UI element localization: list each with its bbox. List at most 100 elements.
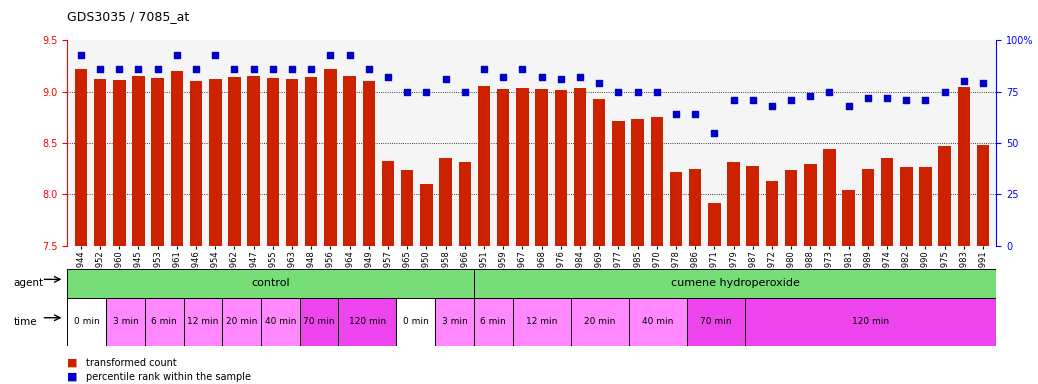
- Point: [649, 89, 665, 95]
- Bar: [843, 190, 855, 246]
- Text: 70 min: 70 min: [700, 317, 732, 326]
- Point: [226, 66, 243, 72]
- Point: [572, 74, 589, 80]
- Bar: [247, 76, 260, 246]
- Bar: [305, 77, 318, 246]
- Bar: [958, 86, 971, 246]
- Bar: [285, 79, 298, 246]
- Point: [879, 95, 896, 101]
- Point: [667, 111, 684, 118]
- Point: [360, 66, 377, 72]
- Text: 0 min: 0 min: [74, 317, 100, 326]
- Point: [283, 66, 300, 72]
- Bar: [651, 118, 663, 246]
- Text: transformed count: transformed count: [86, 358, 176, 368]
- Point: [706, 130, 722, 136]
- Bar: [170, 71, 183, 246]
- Point: [821, 89, 838, 95]
- Bar: [474, 269, 996, 298]
- Point: [859, 95, 876, 101]
- Text: 0 min: 0 min: [403, 317, 429, 326]
- Bar: [938, 146, 951, 246]
- Bar: [631, 119, 644, 246]
- Bar: [152, 78, 164, 246]
- Point: [591, 80, 607, 86]
- Text: ■: ■: [67, 358, 78, 368]
- Bar: [228, 77, 241, 246]
- Point: [744, 97, 761, 103]
- Bar: [222, 298, 261, 346]
- Text: 70 min: 70 min: [303, 317, 335, 326]
- Point: [303, 66, 320, 72]
- Bar: [435, 298, 474, 346]
- Point: [841, 103, 857, 109]
- Point: [418, 89, 435, 95]
- Bar: [209, 79, 221, 246]
- Text: 3 min: 3 min: [442, 317, 467, 326]
- Bar: [459, 162, 471, 246]
- Bar: [804, 164, 817, 246]
- Point: [552, 76, 569, 83]
- Bar: [267, 78, 279, 246]
- Point: [149, 66, 166, 72]
- Bar: [439, 159, 452, 246]
- Bar: [362, 81, 375, 246]
- Bar: [420, 184, 433, 246]
- Bar: [823, 149, 836, 246]
- Bar: [93, 79, 106, 246]
- Point: [726, 97, 742, 103]
- Bar: [746, 166, 759, 246]
- Bar: [574, 88, 586, 246]
- Text: 120 min: 120 min: [852, 317, 890, 326]
- Point: [783, 97, 799, 103]
- Text: ■: ■: [67, 372, 78, 382]
- Point: [687, 111, 704, 118]
- Point: [130, 66, 146, 72]
- Bar: [745, 298, 996, 346]
- Bar: [689, 169, 702, 246]
- Bar: [785, 170, 797, 246]
- Text: percentile rank within the sample: percentile rank within the sample: [86, 372, 251, 382]
- Text: 20 min: 20 min: [584, 317, 616, 326]
- Text: cumene hydroperoxide: cumene hydroperoxide: [671, 278, 799, 288]
- Point: [457, 89, 473, 95]
- Point: [764, 103, 781, 109]
- Bar: [344, 76, 356, 246]
- Bar: [513, 298, 571, 346]
- Bar: [536, 89, 548, 246]
- Point: [975, 80, 991, 86]
- Bar: [397, 298, 435, 346]
- Bar: [862, 169, 874, 246]
- Text: 3 min: 3 min: [113, 317, 138, 326]
- Bar: [113, 80, 126, 246]
- Bar: [75, 69, 87, 246]
- Bar: [900, 167, 912, 246]
- Bar: [728, 162, 740, 246]
- Point: [475, 66, 492, 72]
- Bar: [382, 161, 394, 246]
- Bar: [477, 86, 490, 246]
- Point: [207, 51, 223, 58]
- Bar: [67, 269, 474, 298]
- Text: 12 min: 12 min: [187, 317, 219, 326]
- Bar: [190, 81, 202, 246]
- Point: [111, 66, 128, 72]
- Point: [265, 66, 281, 72]
- Bar: [612, 121, 625, 246]
- Text: 40 min: 40 min: [643, 317, 674, 326]
- Bar: [300, 298, 338, 346]
- Point: [936, 89, 953, 95]
- Bar: [708, 203, 720, 246]
- Point: [245, 66, 262, 72]
- Point: [168, 51, 185, 58]
- Point: [514, 66, 530, 72]
- Bar: [571, 298, 629, 346]
- Bar: [554, 89, 567, 246]
- Bar: [516, 88, 528, 246]
- Bar: [629, 298, 687, 346]
- Point: [629, 89, 646, 95]
- Bar: [920, 167, 932, 246]
- Bar: [324, 69, 336, 246]
- Bar: [401, 170, 413, 246]
- Point: [342, 51, 358, 58]
